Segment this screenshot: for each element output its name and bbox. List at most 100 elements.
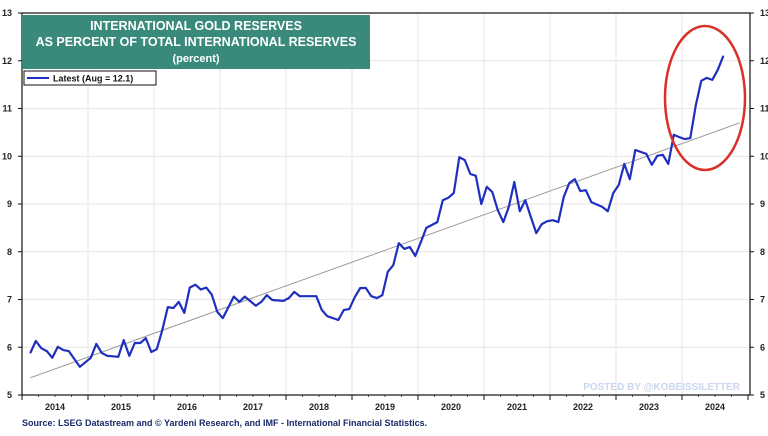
data-point bbox=[601, 206, 603, 208]
data-point bbox=[634, 149, 636, 151]
data-point bbox=[508, 206, 510, 208]
data-point bbox=[706, 77, 708, 79]
data-point bbox=[436, 221, 438, 223]
y-tick-label: 12 bbox=[2, 56, 12, 66]
data-point bbox=[46, 350, 48, 352]
x-tick-label: 2024 bbox=[705, 402, 725, 412]
data-point bbox=[145, 337, 147, 339]
data-point bbox=[90, 357, 92, 359]
data-point bbox=[194, 284, 196, 286]
data-point bbox=[497, 209, 499, 211]
y-tick-label: 5 bbox=[760, 390, 765, 400]
data-point bbox=[612, 192, 614, 194]
data-point bbox=[139, 342, 141, 344]
data-point bbox=[62, 349, 64, 351]
data-point bbox=[623, 163, 625, 165]
title-line-2: AS PERCENT OF TOTAL INTERNATIONAL RESERV… bbox=[36, 35, 357, 49]
data-point bbox=[458, 156, 460, 158]
data-point bbox=[376, 297, 378, 299]
y-tick-label: 13 bbox=[760, 8, 768, 18]
data-point bbox=[717, 69, 719, 71]
y-tick-label: 10 bbox=[760, 151, 768, 161]
data-point bbox=[409, 246, 411, 248]
data-point bbox=[282, 300, 284, 302]
data-point bbox=[293, 291, 295, 293]
data-point bbox=[299, 295, 301, 297]
data-point bbox=[667, 163, 669, 165]
series-line-latest bbox=[29, 55, 725, 368]
x-tick-label: 2022 bbox=[573, 402, 593, 412]
y-tick-label: 11 bbox=[2, 104, 12, 114]
data-point bbox=[326, 315, 328, 317]
data-point bbox=[381, 294, 383, 296]
data-point bbox=[68, 350, 70, 352]
data-point bbox=[618, 184, 620, 186]
y-tick-label: 5 bbox=[7, 390, 12, 400]
data-point bbox=[321, 309, 323, 311]
data-point bbox=[579, 190, 581, 192]
data-point bbox=[425, 227, 427, 229]
data-point bbox=[453, 192, 455, 194]
data-point bbox=[233, 296, 235, 298]
data-point bbox=[535, 232, 537, 234]
data-point bbox=[123, 339, 125, 341]
data-point bbox=[348, 308, 350, 310]
y-axis-left: 5 6 7 8 9 10 11 12 13 bbox=[2, 8, 22, 400]
data-point bbox=[128, 355, 130, 357]
data-point bbox=[513, 181, 515, 183]
data-point bbox=[629, 178, 631, 180]
title-box: INTERNATIONAL GOLD RESERVES AS PERCENT O… bbox=[22, 15, 370, 69]
data-point bbox=[403, 248, 405, 250]
series-points bbox=[29, 55, 724, 368]
data-point bbox=[447, 197, 449, 199]
x-tick-label: 2015 bbox=[111, 402, 131, 412]
data-point bbox=[150, 351, 152, 353]
data-point bbox=[167, 306, 169, 308]
y-tick-label: 11 bbox=[760, 104, 768, 114]
data-point bbox=[552, 219, 554, 221]
x-tick-label: 2014 bbox=[45, 402, 65, 412]
y-axis-right: 5 6 7 8 9 10 11 12 13 bbox=[750, 8, 768, 400]
data-point bbox=[315, 295, 317, 297]
data-point bbox=[189, 286, 191, 289]
data-point bbox=[519, 210, 521, 212]
data-point bbox=[29, 352, 31, 354]
y-tick-label: 9 bbox=[7, 199, 12, 209]
data-point bbox=[244, 296, 246, 298]
data-point bbox=[205, 286, 207, 289]
data-point bbox=[216, 311, 218, 313]
data-point bbox=[414, 255, 416, 257]
data-point bbox=[392, 264, 394, 266]
data-point bbox=[700, 80, 702, 82]
x-tick-label: 2023 bbox=[639, 402, 659, 412]
data-point bbox=[475, 175, 477, 177]
data-point bbox=[178, 301, 180, 303]
data-point bbox=[502, 221, 504, 223]
title-background bbox=[22, 15, 370, 69]
data-point bbox=[607, 210, 609, 212]
data-point bbox=[172, 307, 174, 309]
data-point bbox=[387, 271, 389, 273]
y-tick-label: 10 bbox=[2, 151, 12, 161]
data-point bbox=[442, 199, 444, 201]
data-point bbox=[134, 342, 136, 344]
data-point bbox=[238, 301, 240, 303]
data-point bbox=[678, 136, 680, 138]
legend: Latest (Aug = 12.1) bbox=[23, 70, 157, 86]
data-point bbox=[288, 297, 290, 299]
grid bbox=[22, 12, 750, 396]
data-point bbox=[79, 366, 81, 368]
y-tick-label: 9 bbox=[760, 199, 765, 209]
legend-box bbox=[23, 70, 157, 86]
data-point bbox=[57, 346, 59, 348]
data-point bbox=[557, 221, 559, 223]
data-point bbox=[662, 154, 664, 156]
data-point bbox=[645, 153, 647, 155]
data-point bbox=[106, 355, 108, 357]
data-point bbox=[255, 305, 257, 307]
data-point bbox=[722, 55, 724, 57]
y-tick-label: 6 bbox=[7, 342, 12, 352]
data-point bbox=[469, 173, 471, 175]
data-point bbox=[574, 178, 576, 180]
